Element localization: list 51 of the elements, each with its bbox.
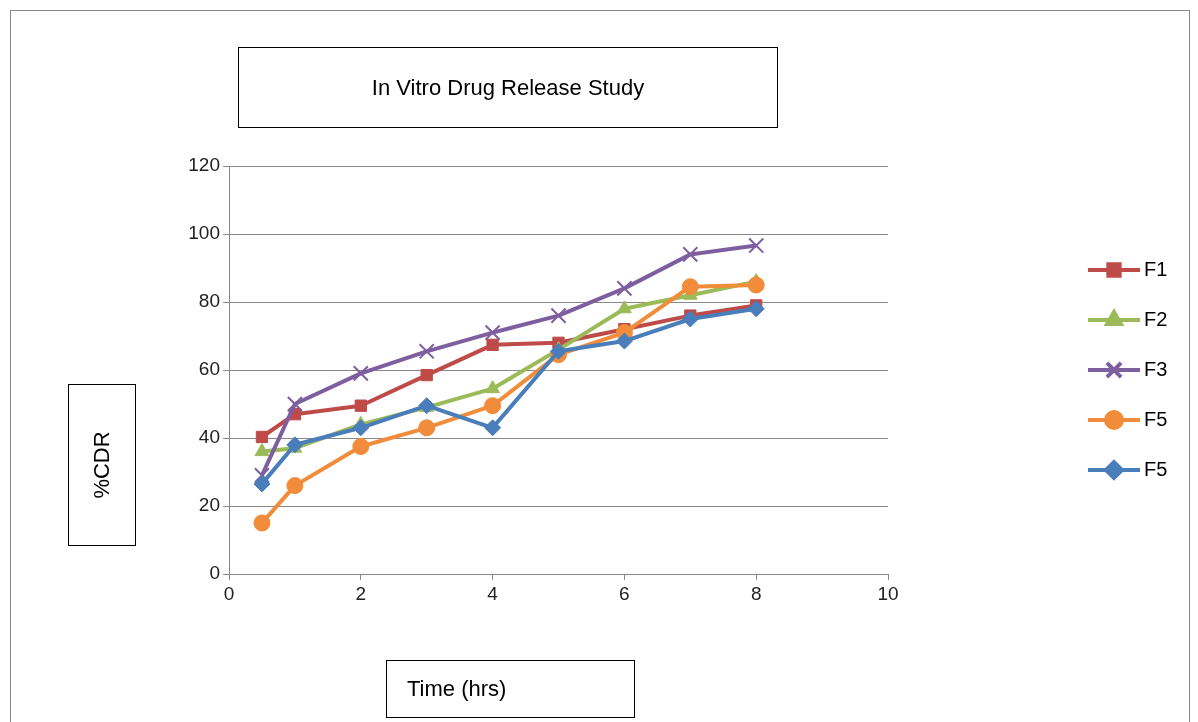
- x-tick-label: 2: [355, 582, 367, 604]
- y-tick-label: 80: [198, 290, 220, 312]
- point: [286, 395, 303, 413]
- x-axis-title: Time (hrs): [386, 660, 635, 718]
- y-tick-label: 20: [198, 494, 220, 516]
- x-tick-label: 0: [223, 582, 235, 604]
- point: [352, 419, 370, 437]
- point: [550, 342, 567, 360]
- legend-label: F5: [1144, 407, 1168, 430]
- legend-label: F3: [1144, 357, 1168, 380]
- point: [550, 307, 567, 324]
- y-tick-label: 0: [209, 562, 220, 584]
- point: [747, 300, 765, 318]
- legend-label: F5: [1144, 457, 1168, 480]
- y-tick-label: 60: [198, 358, 220, 380]
- point: [748, 237, 765, 254]
- point: [418, 419, 436, 437]
- point: [420, 368, 433, 382]
- point: [253, 514, 271, 532]
- y-axis-title: %CDR: [89, 431, 115, 499]
- point: [681, 310, 699, 328]
- legend-label: F2: [1144, 307, 1168, 330]
- point: [352, 365, 369, 382]
- chart-title: In Vitro Drug Release Study: [238, 47, 778, 128]
- point: [616, 300, 632, 314]
- point: [486, 338, 499, 351]
- point: [616, 280, 633, 297]
- point: [484, 419, 502, 437]
- point: [286, 477, 304, 495]
- point: [254, 443, 270, 457]
- x-tick-label: 4: [487, 582, 499, 604]
- x-tick-label: 6: [619, 582, 630, 604]
- point: [354, 399, 367, 412]
- point: [418, 343, 435, 360]
- x-tick-label: 8: [750, 582, 762, 604]
- point: [682, 246, 699, 263]
- point: [352, 438, 370, 455]
- point: [253, 475, 271, 493]
- point: [484, 324, 501, 341]
- y-tick-label: 100: [188, 222, 220, 244]
- x-tick-label: 10: [877, 582, 899, 604]
- point: [484, 397, 502, 415]
- y-tick-label: 40: [198, 426, 220, 448]
- point: [255, 430, 269, 444]
- y-tick-label: 120: [188, 154, 220, 176]
- legend-label: F1: [1144, 257, 1168, 280]
- point: [681, 278, 699, 296]
- point: [747, 276, 765, 294]
- point: [253, 467, 271, 484]
- point: [485, 380, 501, 394]
- point: [615, 332, 633, 350]
